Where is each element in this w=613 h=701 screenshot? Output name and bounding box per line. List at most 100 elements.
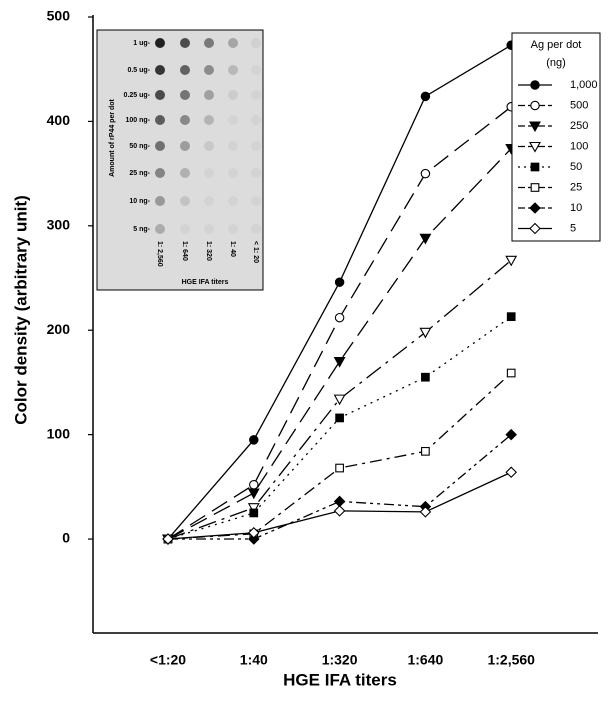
inset-dot <box>251 224 261 234</box>
marker <box>419 327 432 339</box>
inset-dot <box>155 115 165 125</box>
marker <box>421 446 430 456</box>
inset-row-label: 50 ng- <box>129 143 150 150</box>
x-tick-label: 1:2,560 <box>487 652 535 668</box>
inset-dot <box>251 65 261 75</box>
marker <box>247 503 260 514</box>
marker <box>334 312 345 323</box>
y-axis-title: Color density (arbitrary unit) <box>11 195 30 425</box>
inset-row-label: 25 ng- <box>129 170 150 177</box>
inset-dot <box>204 141 214 151</box>
marker <box>420 168 431 179</box>
inset-dot <box>155 196 165 206</box>
x-axis-title: HGE IFA titers <box>283 670 397 689</box>
legend-label: 25 <box>570 181 582 193</box>
legend-label: 100 <box>570 140 588 152</box>
marker <box>530 183 540 192</box>
inset-row-label: 0.5 ug- <box>127 67 150 74</box>
inset-x-label: HGE IFA titers <box>182 279 229 286</box>
inset-row-label: 100 ng- <box>125 117 150 124</box>
inset-image <box>96 29 264 291</box>
inset-dot <box>180 196 190 206</box>
y-tick-label: 300 <box>47 217 71 233</box>
x-tick-label: 1:320 <box>322 652 358 668</box>
marker <box>530 100 540 111</box>
inset-col-label: 1: 320 <box>205 241 212 261</box>
inset-dot <box>204 38 214 48</box>
legend-label: 50 <box>570 161 582 173</box>
inset-dot <box>180 115 190 125</box>
marker <box>333 495 346 508</box>
inset-dot <box>155 65 165 75</box>
x-tick-label: 1:40 <box>240 652 268 668</box>
inset-dot <box>251 38 261 48</box>
series-line <box>168 434 512 540</box>
inset-dot <box>155 141 165 151</box>
inset-dot <box>228 224 238 234</box>
inset-row-label: 5 ng- <box>133 226 150 233</box>
inset-dot <box>204 196 214 206</box>
inset-dot <box>180 90 190 100</box>
marker <box>334 277 345 287</box>
inset-dot <box>155 90 165 100</box>
marker <box>333 356 346 368</box>
marker <box>419 506 432 518</box>
marker <box>248 533 260 545</box>
inset-dot <box>180 168 190 178</box>
marker <box>421 372 430 382</box>
inset-dot <box>251 168 261 178</box>
inset-dot <box>180 224 190 234</box>
marker <box>505 428 517 441</box>
inset-dot <box>204 65 214 75</box>
marker <box>529 121 541 133</box>
series-line <box>167 148 512 540</box>
inset-col-label: 1: 640 <box>181 241 188 261</box>
marker <box>335 413 344 423</box>
legend-label: 5 <box>570 222 576 234</box>
marker <box>248 526 260 539</box>
inset-row-label: 10 ng- <box>129 198 150 205</box>
marker <box>505 466 517 478</box>
marker <box>249 508 259 518</box>
y-tick-label: 500 <box>47 8 71 24</box>
inset-dot <box>180 65 190 75</box>
y-tick-label: 100 <box>47 425 71 441</box>
inset-dot <box>228 38 238 48</box>
inset-col-label: 1: 40 <box>229 241 236 257</box>
inset: Amount of rP44 per dot 1 ug- 0.5 ug- 0.25 u… <box>109 38 261 286</box>
marker <box>530 162 540 172</box>
marker <box>529 222 541 235</box>
inset-y-label: Amount of rP44 per dot <box>109 98 116 176</box>
inset-dot <box>228 196 238 206</box>
inset-dot <box>180 38 190 48</box>
inset-dot <box>204 168 214 178</box>
inset-col-label: 1: 2,560 <box>156 241 163 267</box>
inset-dot <box>180 141 190 151</box>
inset-dot <box>228 115 238 125</box>
marker <box>505 255 518 267</box>
x-tick-label: 1:640 <box>407 652 443 668</box>
legend-title: Ag per dot <box>531 39 582 51</box>
y-tick-label: 200 <box>47 321 71 337</box>
series-line <box>167 259 512 540</box>
inset-row-label: 1 ug- <box>133 40 150 47</box>
inset-dot <box>155 38 165 48</box>
marker <box>529 202 541 214</box>
y-tick-label: 400 <box>47 112 71 128</box>
inset-dot <box>204 115 214 125</box>
inset-dot <box>228 168 238 178</box>
inset-dot <box>228 65 238 75</box>
marker <box>333 505 346 517</box>
inset-dot <box>204 90 214 100</box>
legend-label: 500 <box>570 99 588 111</box>
inset-dot <box>228 141 238 151</box>
inset-dot <box>251 90 261 100</box>
legend-label: 10 <box>570 202 582 214</box>
marker <box>506 312 516 321</box>
inset-dot <box>251 196 261 206</box>
inset-col-label: < 1: 20 <box>252 241 259 263</box>
marker <box>529 141 541 153</box>
inset-dot <box>251 141 261 151</box>
inset-dot <box>155 168 165 178</box>
